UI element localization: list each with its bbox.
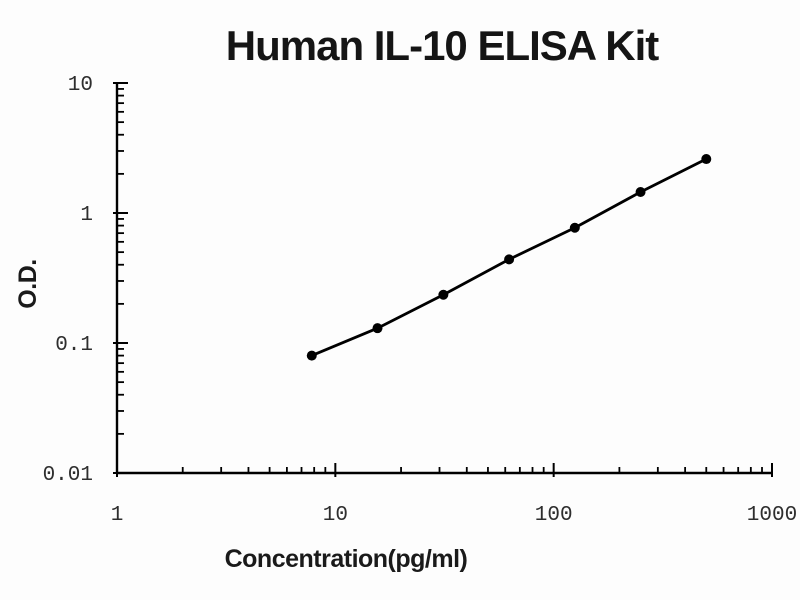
data-point-marker bbox=[438, 289, 449, 300]
y-tick-label: 1 bbox=[80, 204, 93, 227]
x-tick-label: 1000 bbox=[747, 504, 797, 527]
y-tick-label: 0.01 bbox=[43, 464, 93, 487]
tick-labels: 1 10 100 1000 10 1 0.1 0.01 bbox=[43, 74, 798, 527]
data-point-marker bbox=[635, 187, 646, 198]
x-tick-label: 100 bbox=[535, 504, 573, 527]
x-axis-label: Concentration(pg/ml) bbox=[225, 545, 468, 573]
x-tick-label: 10 bbox=[323, 504, 348, 527]
data-series bbox=[306, 154, 712, 361]
chart-title: Human IL-10 ELISA Kit bbox=[226, 22, 660, 69]
y-tick-label: 10 bbox=[68, 74, 93, 97]
x-tick-label: 1 bbox=[111, 504, 124, 527]
data-point-marker bbox=[504, 254, 515, 265]
data-point-marker bbox=[701, 154, 712, 165]
data-point-marker bbox=[372, 323, 383, 334]
data-point-marker bbox=[569, 222, 580, 233]
data-point-marker bbox=[306, 350, 317, 361]
y-axis-label: O.D. bbox=[14, 259, 42, 308]
y-tick-label: 0.1 bbox=[55, 334, 93, 357]
axes bbox=[113, 82, 773, 477]
